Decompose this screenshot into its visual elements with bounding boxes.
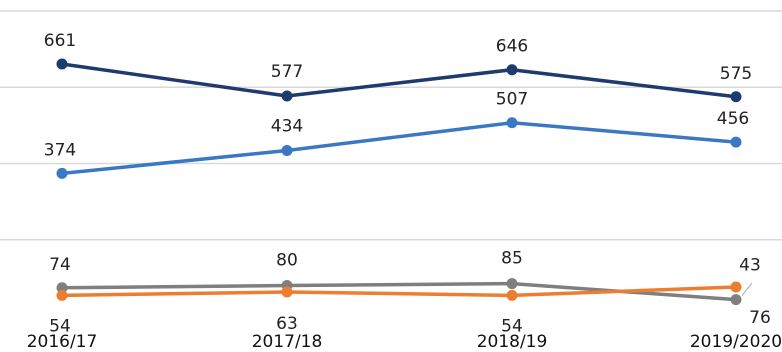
gridlines — [0, 10, 782, 241]
data-label: 577 — [271, 62, 303, 82]
series-line — [60, 62, 738, 99]
data-point — [506, 278, 518, 290]
data-labels: 661 577 646 575 374 434 507 456 74 80 85 43 54 63 54 76 — [44, 31, 771, 336]
data-label: 54 — [501, 316, 523, 336]
data-point — [56, 289, 68, 301]
data-label: 661 — [44, 31, 76, 51]
data-label: 456 — [717, 109, 749, 129]
data-point — [506, 64, 518, 76]
x-tick-label: 2018/19 — [477, 332, 548, 352]
data-point — [730, 281, 742, 293]
data-point — [56, 58, 68, 70]
data-label: 76 — [749, 308, 771, 328]
data-point — [281, 145, 293, 157]
series-line — [60, 285, 738, 298]
data-point — [281, 90, 293, 102]
data-label: 646 — [496, 37, 528, 57]
x-axis-ticks: 2016/17 2017/18 2018/19 2019/2020 — [27, 332, 782, 352]
x-tick-label: 2016/17 — [27, 332, 98, 352]
data-label: 575 — [720, 64, 752, 84]
data-label: 434 — [271, 117, 303, 137]
label-leader — [741, 282, 753, 296]
data-point — [730, 136, 742, 148]
x-tick-label: 2019/2020 — [690, 332, 782, 352]
data-label: 54 — [49, 316, 71, 336]
data-point — [56, 167, 68, 179]
data-point — [56, 282, 68, 294]
data-point — [730, 91, 742, 103]
data-label: 74 — [49, 255, 71, 275]
data-label: 43 — [739, 256, 761, 276]
data-point — [506, 289, 518, 301]
data-points — [56, 58, 742, 306]
series-line — [60, 120, 738, 176]
data-point — [281, 286, 293, 298]
data-point — [730, 294, 742, 306]
data-label: 507 — [496, 90, 528, 110]
data-label: 374 — [44, 140, 76, 160]
series-lines — [60, 62, 738, 302]
data-label: 63 — [276, 314, 298, 334]
data-label: 85 — [501, 249, 523, 269]
x-tick-label: 2017/18 — [252, 332, 323, 352]
data-label: 80 — [276, 251, 298, 271]
data-point — [506, 117, 518, 129]
